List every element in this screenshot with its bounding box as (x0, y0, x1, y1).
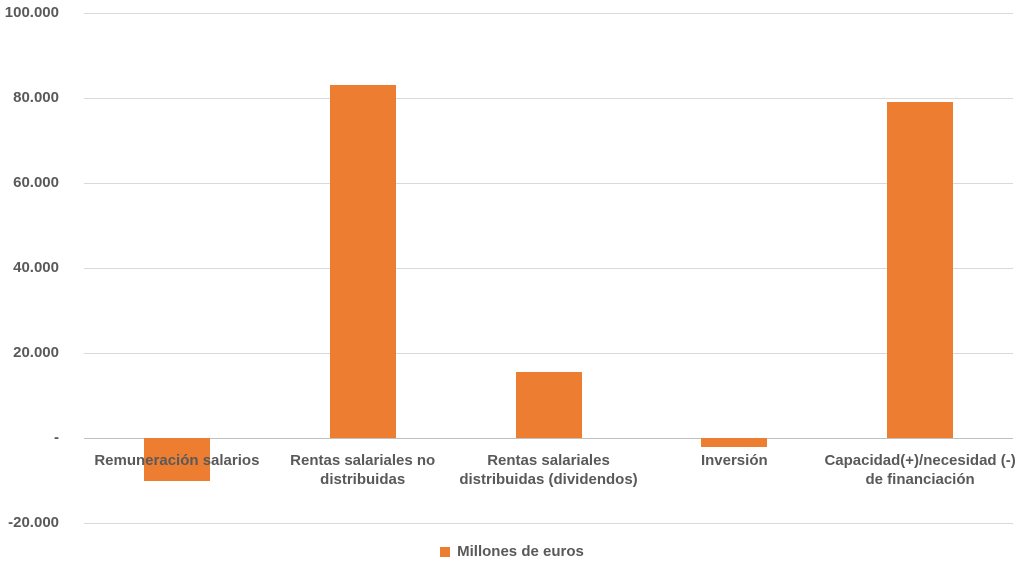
bar (701, 438, 768, 447)
gridline (84, 12, 1013, 14)
legend-label: Millones de euros (457, 543, 584, 560)
y-axis-tick-label: -20.000 (8, 514, 59, 531)
bar (515, 372, 582, 438)
category-label: Remuneración salarios (94, 452, 260, 469)
y-axis-tick-label: 60.000 (13, 174, 59, 191)
y-axis-tick-label: 40.000 (13, 259, 59, 276)
bar (329, 85, 396, 438)
category-label: Rentas salariales no distribuidas (290, 452, 436, 488)
y-axis-tick-label: 80.000 (13, 89, 59, 106)
y-axis-tick-label: 20.000 (13, 344, 59, 361)
y-axis-tick-label: 100.000 (4, 4, 59, 21)
gridline (84, 182, 1013, 184)
category-label: Inversión (700, 452, 768, 469)
legend: Millones de euros (0, 543, 1024, 561)
gridline (84, 522, 1013, 524)
gridline (84, 352, 1013, 354)
gridline (84, 97, 1013, 99)
category-label: Rentas salariales distribuidas (dividend… (459, 452, 638, 488)
bar (143, 438, 210, 481)
gridline (84, 267, 1013, 269)
zero-axis-line (84, 437, 1013, 439)
y-axis-tick-label: - (54, 429, 59, 446)
category-label: Capacidad(+)/necesidad (-) de financiaci… (824, 452, 1016, 488)
bar (887, 102, 954, 438)
legend-swatch-icon (440, 547, 451, 557)
